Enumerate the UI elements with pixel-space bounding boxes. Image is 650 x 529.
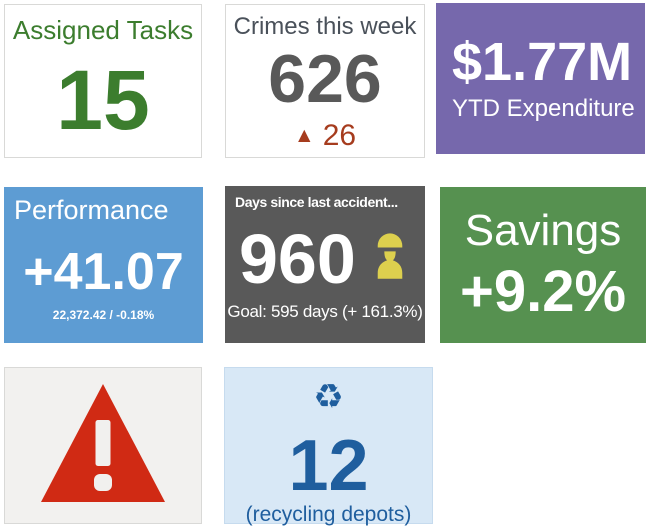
days-since-accident-value: 960 <box>239 220 356 298</box>
performance-tile: Performance +41.07 22,372.42 / -0.18% <box>4 187 203 343</box>
warning-triangle-icon <box>38 380 168 511</box>
crimes-value: 626 <box>268 41 382 117</box>
performance-title: Performance <box>14 195 169 225</box>
savings-title: Savings <box>464 206 622 255</box>
crimes-delta: ▲ 26 <box>294 119 356 153</box>
crimes-delta-value: 26 <box>322 119 357 152</box>
up-arrow-icon: ▲ <box>293 124 315 147</box>
worker-icon <box>373 231 407 288</box>
savings-tile: Savings +9.2% <box>440 187 646 343</box>
recycling-label: (recycling depots) <box>245 503 412 526</box>
ytd-expenditure-label: YTD Expenditure <box>452 94 635 122</box>
days-since-accident-title: Days since last accident... <box>235 194 398 210</box>
performance-detail: 22,372.42 / -0.18% <box>52 308 155 322</box>
ytd-expenditure-value: $1.77M <box>452 32 633 93</box>
recycling-value: 12 <box>288 426 369 506</box>
days-since-accident-row: 960 <box>225 224 425 294</box>
recycling-tile: ♻ 12 (recycling depots) <box>224 367 433 526</box>
crimes-title: Crimes this week <box>233 13 417 40</box>
recycle-icon: ♻ <box>313 378 344 416</box>
days-since-accident-tile: Days since last accident... 960 Goal: 59… <box>225 186 425 343</box>
crimes-tile: Crimes this week 626 ▲ 26 <box>225 4 425 158</box>
savings-value: +9.2% <box>459 259 627 324</box>
days-since-accident-goal: Goal: 595 days (+ 161.3%) <box>227 302 423 321</box>
assigned-tasks-title: Assigned Tasks <box>12 15 194 45</box>
performance-value: +41.07 <box>23 243 184 301</box>
assigned-tasks-tile: Assigned Tasks 15 <box>4 4 202 158</box>
ytd-expenditure-tile: $1.77M YTD Expenditure <box>436 3 645 154</box>
alert-tile <box>4 367 202 524</box>
assigned-tasks-value: 15 <box>56 53 150 147</box>
